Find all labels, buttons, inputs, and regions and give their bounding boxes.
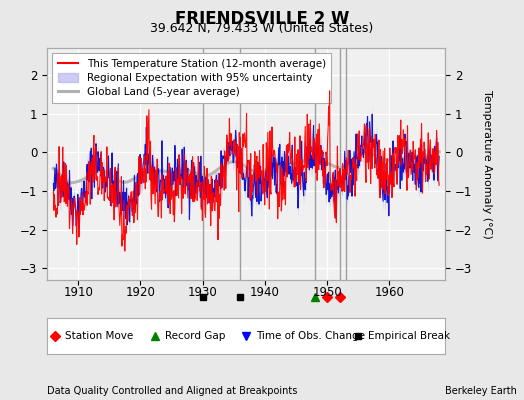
Text: FRIENDSVILLE 2 W: FRIENDSVILLE 2 W: [175, 10, 349, 28]
Text: 39.642 N, 79.433 W (United States): 39.642 N, 79.433 W (United States): [150, 22, 374, 35]
Text: Record Gap: Record Gap: [165, 331, 225, 341]
Text: 1910: 1910: [63, 286, 93, 299]
Text: Time of Obs. Change: Time of Obs. Change: [256, 331, 365, 341]
Text: 1940: 1940: [250, 286, 280, 299]
Text: 1920: 1920: [126, 286, 156, 299]
Text: Station Move: Station Move: [65, 331, 133, 341]
Text: Data Quality Controlled and Aligned at Breakpoints: Data Quality Controlled and Aligned at B…: [47, 386, 298, 396]
Text: Empirical Break: Empirical Break: [368, 331, 450, 341]
Text: 1930: 1930: [188, 286, 217, 299]
Text: 1950: 1950: [312, 286, 342, 299]
Text: 1960: 1960: [375, 286, 405, 299]
Y-axis label: Temperature Anomaly (°C): Temperature Anomaly (°C): [482, 90, 492, 238]
Legend: This Temperature Station (12-month average), Regional Expectation with 95% uncer: This Temperature Station (12-month avera…: [52, 53, 331, 103]
Text: Berkeley Earth: Berkeley Earth: [445, 386, 517, 396]
